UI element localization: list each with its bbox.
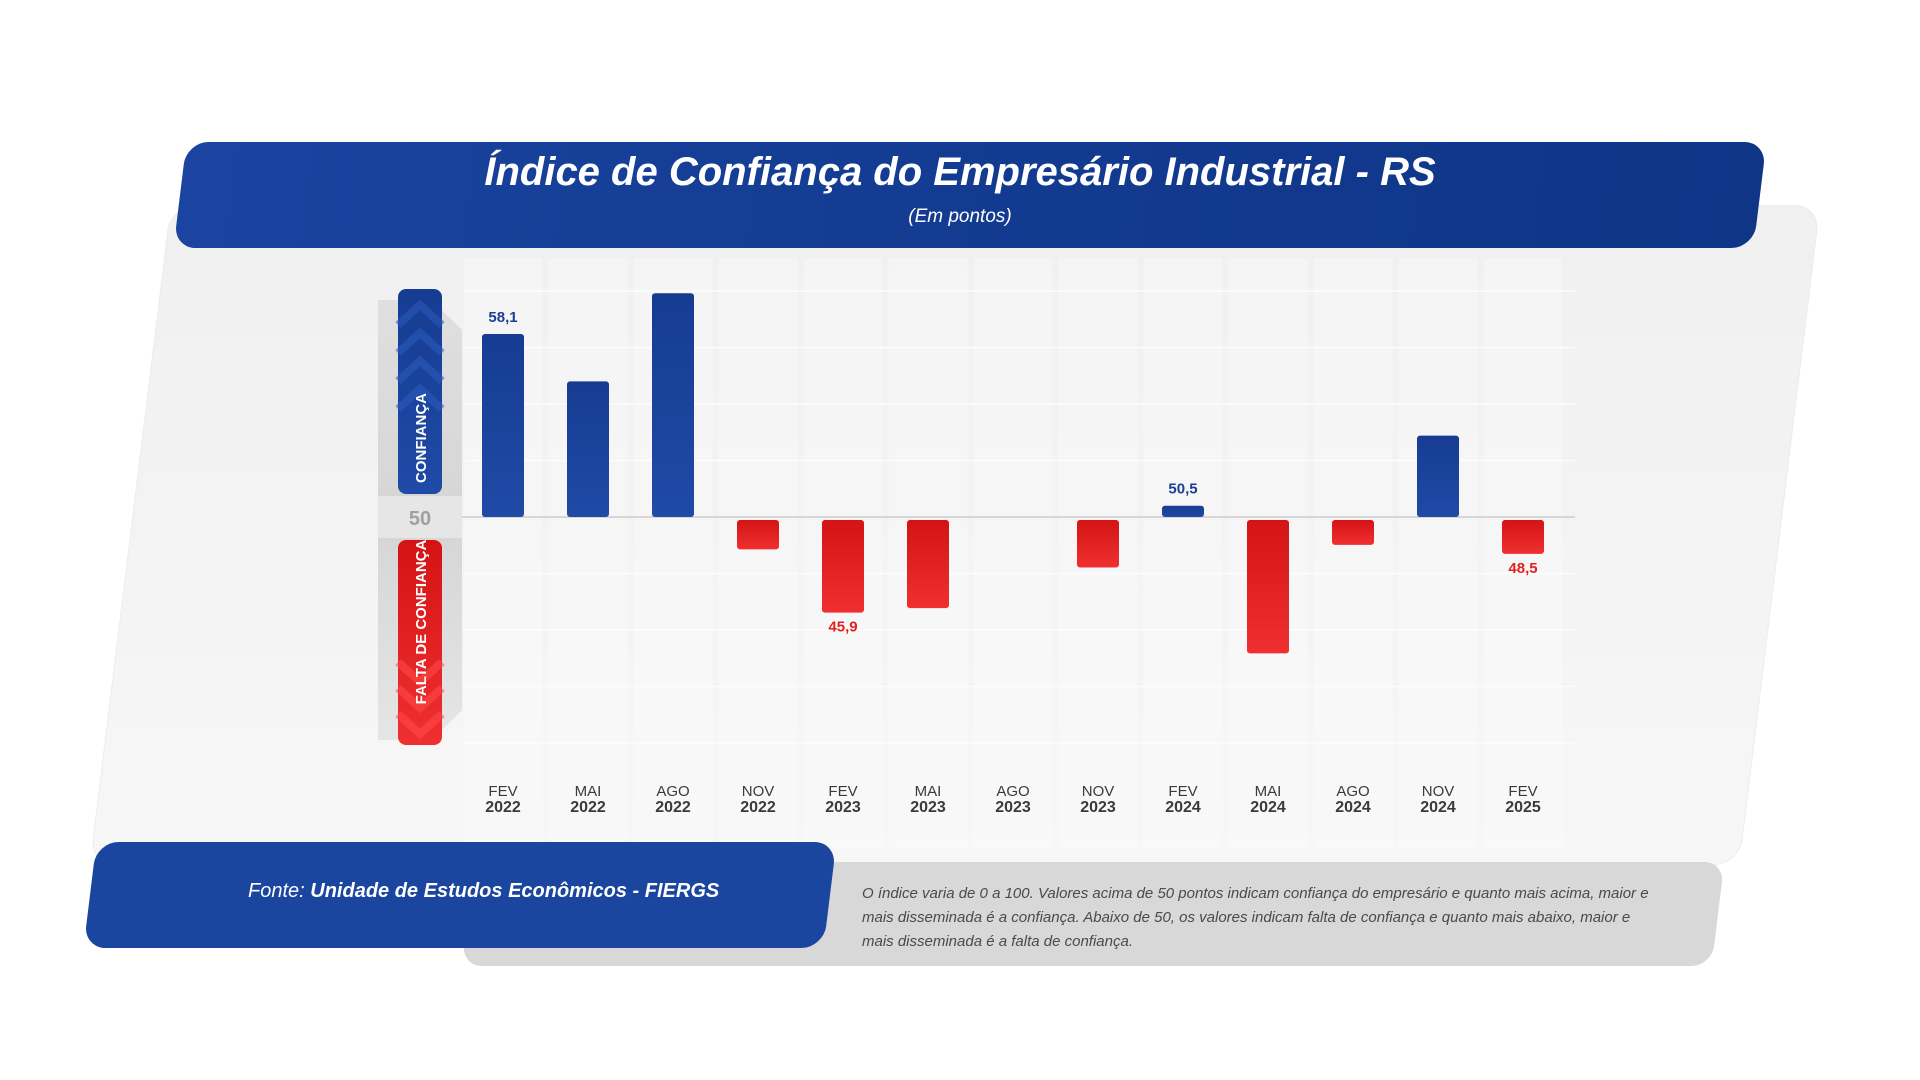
chevron-up-icon (395, 299, 445, 328)
bar (1162, 505, 1204, 517)
tick-label-month: NOV (742, 783, 775, 800)
chevron-down-icon (395, 659, 445, 688)
tick-label-year: 2025 (1505, 799, 1541, 816)
bar (1077, 520, 1119, 568)
tick-label-year: 2024 (1335, 799, 1371, 816)
tick-label-year: 2023 (995, 799, 1031, 816)
tick-label-month: FEV (488, 783, 517, 800)
tick-label-month: FEV (1168, 783, 1197, 800)
data-label: 50,5 (1168, 481, 1197, 498)
tick-label-month: AGO (1336, 783, 1369, 800)
bar (567, 381, 609, 517)
tick-label-year: 2022 (655, 799, 691, 816)
bar (822, 520, 864, 613)
baseline-marker (378, 496, 462, 538)
tick-label-year: 2023 (910, 799, 946, 816)
tick-label-year: 2024 (1250, 799, 1286, 816)
source-name: Unidade de Estudos Econômicos - FIERGS (310, 880, 720, 902)
bar (482, 333, 524, 517)
index-note: O índice varia de 0 a 100. Valores acima… (862, 882, 1692, 954)
tick-label-year: 2024 (1165, 799, 1201, 816)
tick-label-year: 2022 (485, 799, 521, 816)
tick-label-month: AGO (656, 783, 689, 800)
bar (737, 520, 779, 550)
tick-label-month: NOV (1082, 783, 1115, 800)
note-line-3: mais disseminada é a falta de confiança. (862, 933, 1133, 950)
baseline-label: 50 (409, 508, 431, 530)
page-title: Índice de Confiança do Empresário Indust… (484, 150, 1436, 194)
bar (907, 520, 949, 609)
chevron-down-icon (395, 685, 445, 714)
tick-label-month: AGO (996, 783, 1029, 800)
column-band (1143, 258, 1223, 848)
confidence-label: CONFIANÇA (413, 393, 430, 483)
chevron-up-icon (395, 383, 445, 412)
tick-label-month: FEV (1508, 783, 1537, 800)
column-band (973, 258, 1053, 848)
note-line-1: O índice varia de 0 a 100. Valores acima… (862, 885, 1649, 902)
bar (1247, 520, 1289, 654)
tick-label-month: FEV (828, 783, 857, 800)
chevron-up-icon (395, 327, 445, 356)
bar (1332, 520, 1374, 545)
chevron-down-icon (395, 711, 445, 740)
source-label: Fonte: (248, 880, 305, 902)
tick-label-year: 2024 (1420, 799, 1456, 816)
tick-label-year: 2022 (570, 799, 606, 816)
page-subtitle: (Em pontos) (908, 206, 1012, 227)
data-label: 48,5 (1508, 560, 1537, 577)
column-band (1313, 258, 1393, 848)
tick-label-year: 2023 (825, 799, 861, 816)
tick-label-year: 2022 (740, 799, 776, 816)
tick-label-month: MAI (915, 783, 942, 800)
no-confidence-label: FALTA DE CONFIANÇA (413, 539, 430, 704)
tick-label-year: 2023 (1080, 799, 1116, 816)
data-label: 58,1 (488, 309, 517, 326)
tick-label-month: MAI (1255, 783, 1282, 800)
bar (652, 293, 694, 517)
tick-label-month: NOV (1422, 783, 1455, 800)
column-band (1398, 258, 1478, 848)
source-text: Fonte: Unidade de Estudos Econômicos - F… (248, 880, 719, 903)
note-line-2: mais disseminada é a confiança. Abaixo d… (862, 909, 1631, 926)
column-band (548, 258, 628, 848)
column-band (718, 258, 798, 848)
tick-label-month: MAI (575, 783, 602, 800)
data-label: 45,9 (828, 619, 857, 636)
bar (1502, 520, 1544, 554)
bar (1417, 435, 1459, 517)
chevron-up-icon (395, 355, 445, 384)
